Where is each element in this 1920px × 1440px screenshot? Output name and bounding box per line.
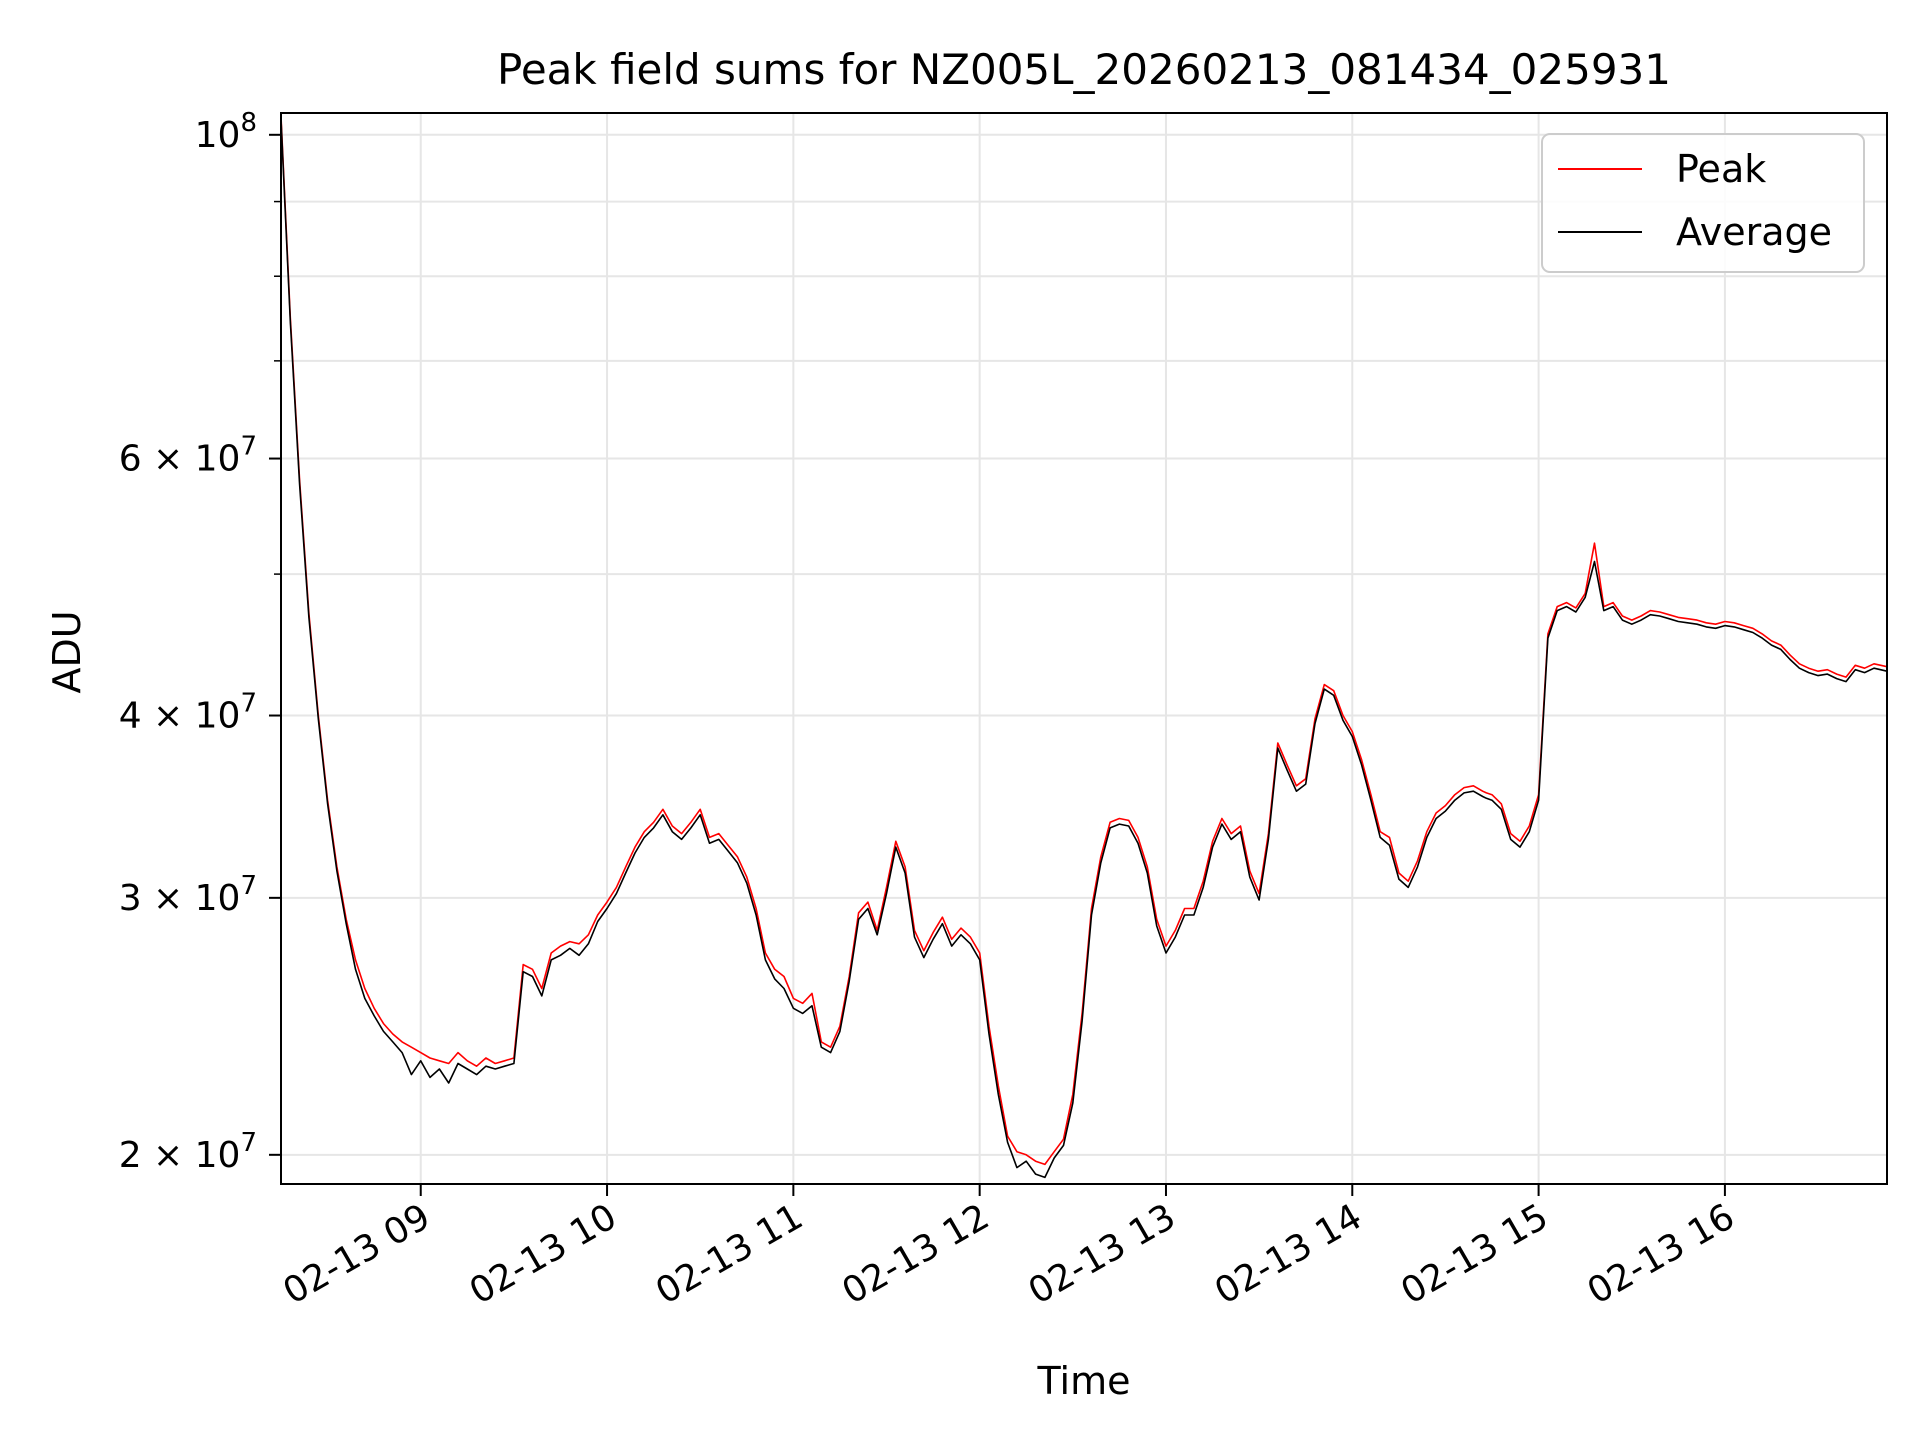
y-tick-label: 3 × 107: [119, 871, 257, 919]
y-tick-label: 2 × 107: [119, 1128, 257, 1176]
y-tick-label: 6 × 107: [119, 432, 257, 480]
y-tick-label: 4 × 107: [119, 689, 257, 737]
legend-label-average: Average: [1676, 210, 1832, 254]
grid: [281, 113, 1887, 1184]
y-axis-label: ADU: [45, 610, 89, 693]
y-tick-label: 108: [195, 108, 257, 156]
series-line-average: [280, 119, 1888, 1179]
legend: Peak Average: [1541, 133, 1865, 273]
series-lines: [280, 116, 1888, 1179]
legend-label-peak: Peak: [1676, 147, 1766, 191]
chart-title: Peak field sums for NZ005L_20260213_0814…: [497, 45, 1671, 94]
x-axis-label: Time: [1037, 1359, 1131, 1403]
plot-frame: [280, 112, 1888, 1185]
